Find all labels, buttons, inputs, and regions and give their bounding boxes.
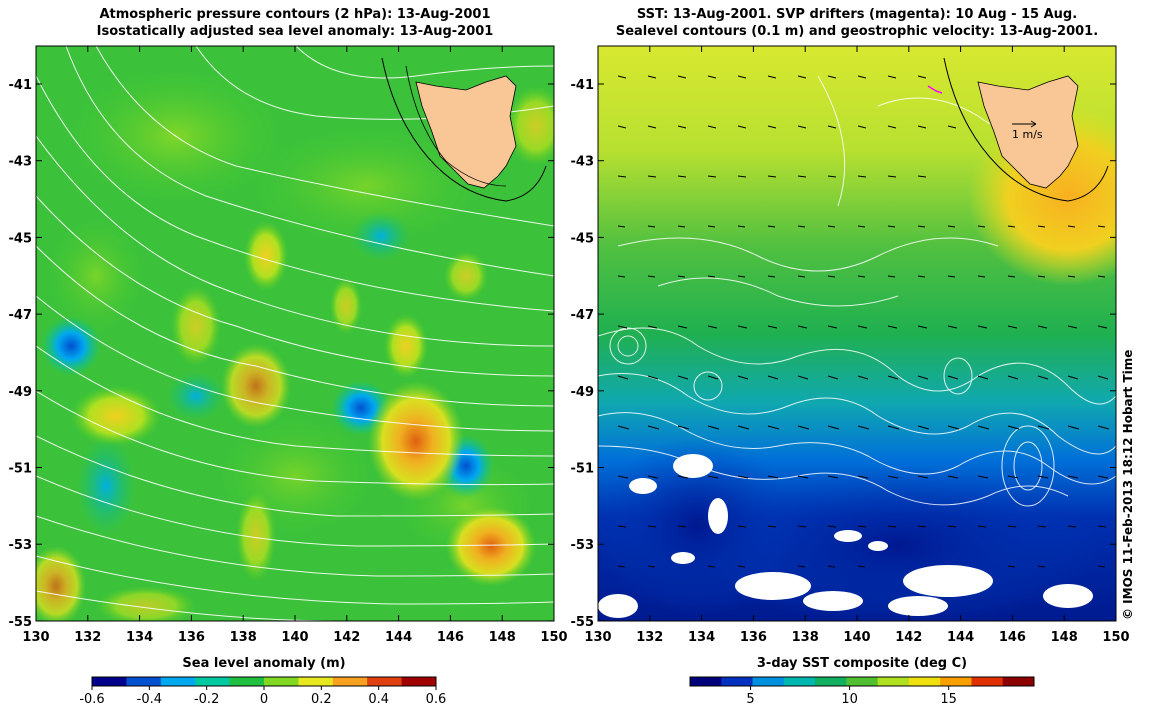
left-colorbar-segment bbox=[367, 677, 403, 686]
left-x-tick-label: 130 bbox=[22, 630, 49, 645]
left-colorbar-tick-label: 0.6 bbox=[426, 692, 447, 707]
right-y-tick-label: -43 bbox=[571, 155, 595, 170]
left-colorbar-tick-label: -0.2 bbox=[194, 692, 219, 707]
velocity-scale-arrow: 1 m/s bbox=[1012, 120, 1043, 141]
left-colorbar-tick-label: 0.4 bbox=[368, 692, 389, 707]
right-panel-title: SST: 13-Aug-2001. SVP drifters (magenta)… bbox=[598, 6, 1116, 40]
right-colorbar-tick-label: 5 bbox=[746, 692, 754, 707]
right-colorbar-segment bbox=[846, 677, 879, 686]
left-x-tick-label: 140 bbox=[281, 630, 308, 645]
left-x-tick-label: 142 bbox=[333, 630, 360, 645]
left-x-tick-label: 138 bbox=[230, 630, 257, 645]
right-x-tick-label: 146 bbox=[999, 630, 1026, 645]
left-y-tick-label: -43 bbox=[9, 155, 33, 170]
pressure-contours bbox=[36, 46, 554, 621]
left-y-tick-label: -45 bbox=[9, 231, 33, 246]
left-x-tick-label: 146 bbox=[437, 630, 464, 645]
left-x-tick-label: 144 bbox=[385, 630, 412, 645]
right-x-tick-label: 138 bbox=[792, 630, 819, 645]
right-y-tick-label: -49 bbox=[571, 385, 595, 400]
right-colorbar-segment bbox=[721, 677, 754, 686]
left-colorbar-segment bbox=[92, 677, 127, 686]
left-colorbar-label: Sea level anomaly (m) bbox=[182, 656, 346, 671]
tasmania-landmass bbox=[415, 75, 517, 189]
left-y-tick-label: -47 bbox=[9, 308, 33, 323]
right-colorbar-segment bbox=[783, 677, 816, 686]
left-colorbar-tick-label: 0 bbox=[260, 692, 268, 707]
right-y-tick-label: -53 bbox=[571, 538, 595, 553]
right-title-line2: Sealevel contours (0.1 m) and geostrophi… bbox=[615, 24, 1099, 39]
left-x-tick-label: 150 bbox=[540, 630, 567, 645]
left-colorbar-tick-label: -0.4 bbox=[137, 692, 162, 707]
left-y-tick-label: -55 bbox=[9, 615, 33, 630]
right-colorbar-segment bbox=[752, 677, 785, 686]
right-colorbar-label: 3-day SST composite (deg C) bbox=[756, 656, 968, 671]
right-y-tick-label: -51 bbox=[571, 462, 595, 477]
right-colorbar-segment bbox=[690, 677, 722, 686]
right-x-tick-label: 144 bbox=[947, 630, 974, 645]
right-colorbar-segment bbox=[908, 677, 941, 686]
right-y-tick-label: -55 bbox=[571, 615, 595, 630]
right-x-tick-label: 142 bbox=[895, 630, 922, 645]
left-colorbar-segment bbox=[401, 677, 437, 686]
left-colorbar-segment bbox=[195, 677, 231, 686]
right-y-tick-label: -45 bbox=[571, 231, 595, 246]
right-x-tick-label: 134 bbox=[688, 630, 715, 645]
right-colorbar-segment bbox=[815, 677, 847, 686]
left-colorbar-segment bbox=[298, 677, 334, 686]
left-colorbar-segment bbox=[160, 677, 196, 686]
right-x-tick-label: 150 bbox=[1102, 630, 1129, 645]
copyright-credit: © IMOS 11-Feb-2013 18:12 Hobart Time bbox=[1121, 349, 1135, 620]
left-colorbar-segment bbox=[264, 677, 299, 686]
left-y-tick-label: -51 bbox=[9, 462, 33, 477]
right-x-tick-label: 136 bbox=[740, 630, 767, 645]
left-colorbar-segment bbox=[332, 677, 368, 686]
left-y-tick-label: -41 bbox=[9, 78, 33, 93]
left-panel-title: Atmospheric pressure contours (2 hPa): 1… bbox=[36, 6, 554, 40]
right-x-tick-label: 148 bbox=[1051, 630, 1078, 645]
right-colorbar-tick-label: 15 bbox=[940, 692, 957, 707]
left-x-tick-label: 132 bbox=[74, 630, 101, 645]
right-colorbar-segment bbox=[877, 677, 910, 686]
left-x-tick-label: 136 bbox=[178, 630, 205, 645]
right-x-tick-label: 140 bbox=[843, 630, 870, 645]
right-x-tick-label: 130 bbox=[584, 630, 611, 645]
cloud-mask bbox=[598, 454, 1093, 618]
left-x-tick-label: 134 bbox=[126, 630, 153, 645]
right-colorbar-tick-label: 10 bbox=[841, 692, 858, 707]
sea-level-anomaly-map[interactable] bbox=[36, 46, 554, 621]
right-title-line1: SST: 13-Aug-2001. SVP drifters (magenta)… bbox=[636, 7, 1078, 22]
left-colorbar-tick-label: 0.2 bbox=[311, 692, 332, 707]
left-x-tick-label: 148 bbox=[489, 630, 516, 645]
left-title-line2: Isostatically adjusted sea level anomaly… bbox=[96, 24, 494, 39]
right-colorbar-segment bbox=[940, 677, 972, 686]
right-x-tick-label: 132 bbox=[636, 630, 663, 645]
left-y-tick-label: -49 bbox=[9, 385, 33, 400]
right-y-tick-label: -47 bbox=[571, 308, 595, 323]
drifter-track bbox=[927, 85, 943, 94]
left-colorbar-tick-label: -0.6 bbox=[79, 692, 104, 707]
right-colorbar-segment bbox=[971, 677, 1004, 686]
left-colorbar-segment bbox=[126, 677, 162, 686]
right-y-tick-label: -41 bbox=[571, 78, 595, 93]
right-colorbar-segment bbox=[1002, 677, 1035, 686]
left-y-tick-label: -53 bbox=[9, 538, 33, 553]
tasmania-landmass bbox=[977, 75, 1079, 189]
left-colorbar-segment bbox=[229, 677, 265, 686]
left-title-line1: Atmospheric pressure contours (2 hPa): 1… bbox=[99, 7, 491, 22]
sst-map[interactable]: 1 m/s bbox=[598, 46, 1116, 621]
right-colorbar-frame bbox=[689, 676, 1035, 687]
geostrophic-velocity-arrows bbox=[617, 75, 1110, 568]
scale-arrow-label: 1 m/s bbox=[1012, 128, 1043, 141]
